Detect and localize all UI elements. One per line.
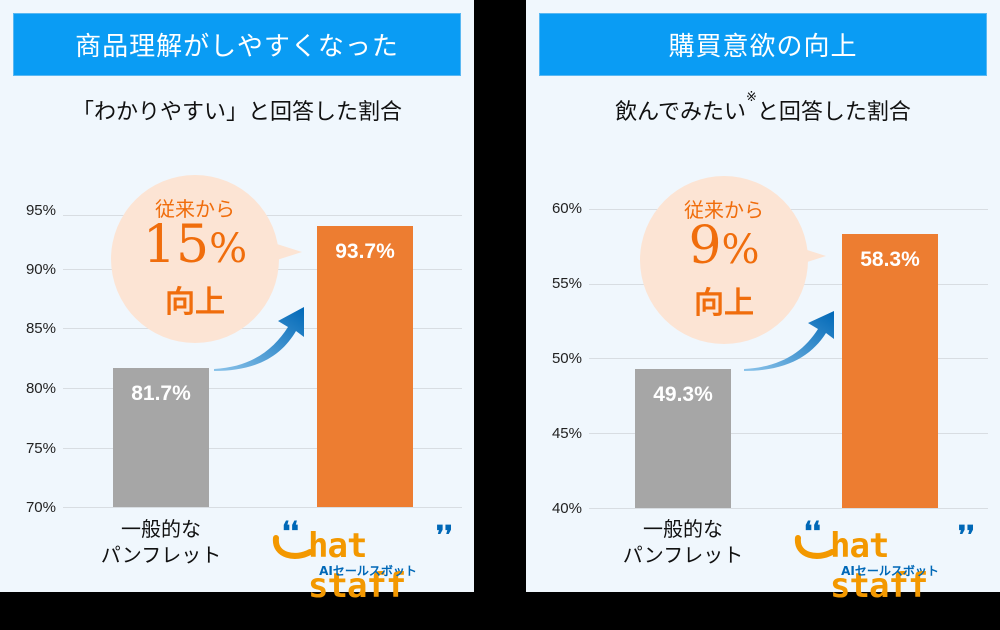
smile-icon [794, 535, 834, 559]
y-tick-label: 75% [25, 440, 56, 457]
bubble-number: 9% [688, 216, 760, 276]
bar-chat-staff: 58.3% [842, 234, 938, 508]
gridline [63, 388, 462, 389]
bar-chat-staff: 93.7% [317, 226, 413, 507]
footnote-mark: ※ [745, 90, 757, 105]
bar-pamphlet: 81.7% [113, 368, 209, 507]
arrow-up-right-icon [214, 307, 304, 371]
chat-staff-logo: ❛❛ ❜❜ hat staff AIセールスボット [790, 517, 990, 606]
gridline [63, 448, 462, 449]
bubble-caption: 従来から [684, 198, 764, 222]
bubble-caption: 従来から [155, 197, 235, 221]
bubble-caption-improve: 向上 [694, 286, 754, 321]
quote-icon: ❜❜ [436, 521, 453, 551]
y-tick-label: 70% [25, 499, 56, 516]
speech-bubble: 従来から 9% 向上 [640, 176, 808, 344]
bubble-caption-improve: 向上 [165, 285, 225, 320]
panel-title: 購買意欲の向上 [539, 13, 987, 76]
y-tick-label: 95% [25, 202, 56, 219]
panel-title: 商品理解がしやすくなった [13, 13, 461, 76]
bar-value-label: 81.7% [131, 382, 191, 405]
category-label-pamphlet: 一般的な パンフレット [622, 517, 744, 567]
quote-icon: ❜❜ [958, 521, 975, 551]
y-tick-label: 80% [25, 380, 56, 397]
gridline [63, 328, 462, 329]
gridline [589, 433, 988, 434]
y-tick-label: 60% [551, 200, 582, 217]
panel-subtitle: 「わかりやすい」と回答した割合 [71, 100, 402, 125]
chart-panel-purchase-intent: 購買意欲の向上 飲んでみたい※と回答した割合 60% 55% 50% 45% 4… [526, 0, 1000, 606]
y-tick-label: 90% [25, 261, 56, 278]
arrow-up-right-icon [744, 311, 834, 371]
bar-value-label: 58.3% [860, 248, 920, 271]
chat-staff-logo: ❛❛ ❜❜ hat staff AIセールスボット [268, 517, 468, 606]
bar-pamphlet: 49.3% [635, 369, 731, 508]
smile-icon [272, 535, 312, 559]
y-tick-label: 85% [25, 320, 56, 337]
y-tick-label: 45% [551, 425, 582, 442]
speech-bubble: 従来から 15% 向上 [111, 175, 279, 343]
bar-value-label: 93.7% [335, 240, 395, 263]
chart-panel-understanding: 商品理解がしやすくなった 「わかりやすい」と回答した割合 95% 90% 85%… [0, 0, 474, 606]
gridline [589, 508, 988, 509]
bubble-number: 15% [142, 215, 248, 275]
category-label-pamphlet: 一般的な パンフレット [100, 517, 222, 567]
bar-value-label: 49.3% [653, 383, 713, 406]
y-tick-label: 40% [551, 500, 582, 517]
panel-subtitle: 飲んでみたい※と回答した割合 [615, 90, 911, 125]
y-tick-label: 50% [551, 350, 582, 367]
gridline [63, 507, 462, 508]
quote-icon: ❛❛ [282, 517, 299, 547]
y-tick-label: 55% [551, 275, 582, 292]
quote-icon: ❛❛ [804, 517, 821, 547]
